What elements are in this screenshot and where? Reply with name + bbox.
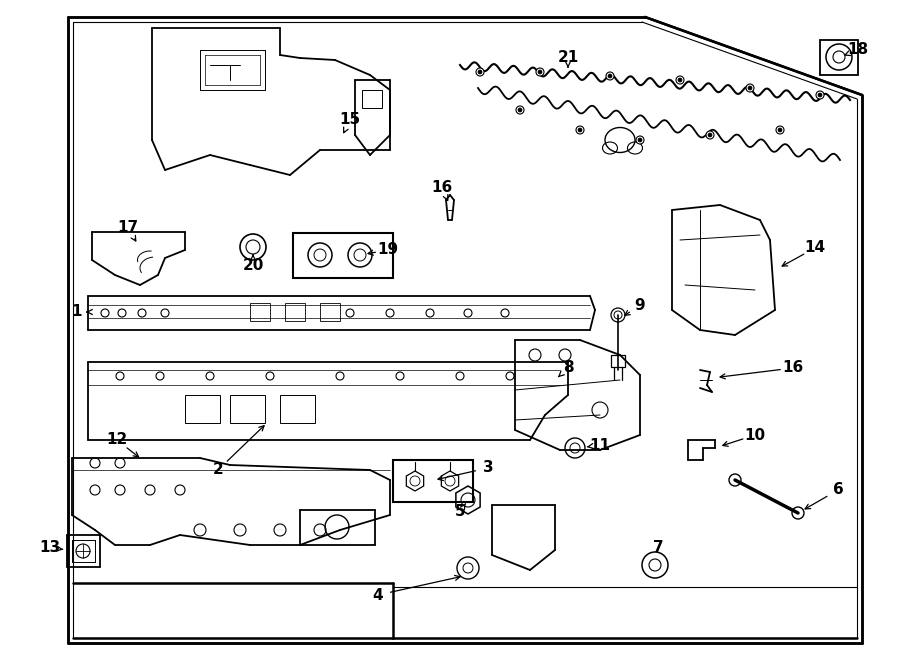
Text: 7: 7 [652, 541, 663, 555]
Text: 14: 14 [805, 241, 825, 256]
Circle shape [678, 78, 682, 82]
Circle shape [818, 93, 822, 97]
Text: 21: 21 [557, 50, 579, 65]
Text: 8: 8 [562, 360, 573, 375]
Text: 17: 17 [117, 221, 139, 235]
Text: 11: 11 [590, 438, 610, 453]
Bar [293, 233, 393, 278]
Circle shape [578, 128, 582, 132]
Bar [285, 303, 305, 321]
Text: 1: 1 [72, 305, 82, 319]
Text: 6: 6 [832, 483, 843, 498]
Circle shape [516, 106, 524, 114]
Bar [611, 355, 625, 367]
Circle shape [816, 91, 824, 99]
Circle shape [638, 138, 642, 142]
Circle shape [518, 108, 522, 112]
Circle shape [636, 136, 644, 144]
Circle shape [778, 128, 782, 132]
Bar [820, 40, 858, 75]
Text: 20: 20 [242, 258, 264, 272]
Circle shape [538, 70, 542, 74]
Text: 3: 3 [482, 461, 493, 475]
Circle shape [746, 84, 754, 92]
Text: 12: 12 [106, 432, 128, 447]
Circle shape [776, 126, 784, 134]
Circle shape [676, 76, 684, 84]
Circle shape [708, 133, 712, 137]
Text: 13: 13 [40, 541, 60, 555]
Text: 16: 16 [431, 180, 453, 196]
Bar [230, 395, 265, 423]
Bar [280, 395, 315, 423]
Text: 19: 19 [377, 243, 399, 258]
Text: 15: 15 [339, 112, 361, 128]
Circle shape [706, 131, 714, 139]
Bar [185, 395, 220, 423]
Circle shape [476, 68, 484, 76]
Bar [362, 90, 382, 108]
Text: 2: 2 [212, 463, 223, 477]
Text: 5: 5 [454, 504, 465, 520]
Bar [320, 303, 340, 321]
Text: 16: 16 [782, 360, 804, 375]
Circle shape [748, 86, 752, 90]
Text: 4: 4 [373, 588, 383, 602]
Text: 9: 9 [634, 297, 645, 313]
Circle shape [608, 74, 612, 78]
Bar [250, 303, 270, 321]
Circle shape [478, 70, 482, 74]
Text: 18: 18 [848, 42, 868, 58]
Circle shape [576, 126, 584, 134]
Text: 10: 10 [744, 428, 766, 442]
Bar [393, 460, 473, 502]
Circle shape [536, 68, 544, 76]
Circle shape [606, 72, 614, 80]
